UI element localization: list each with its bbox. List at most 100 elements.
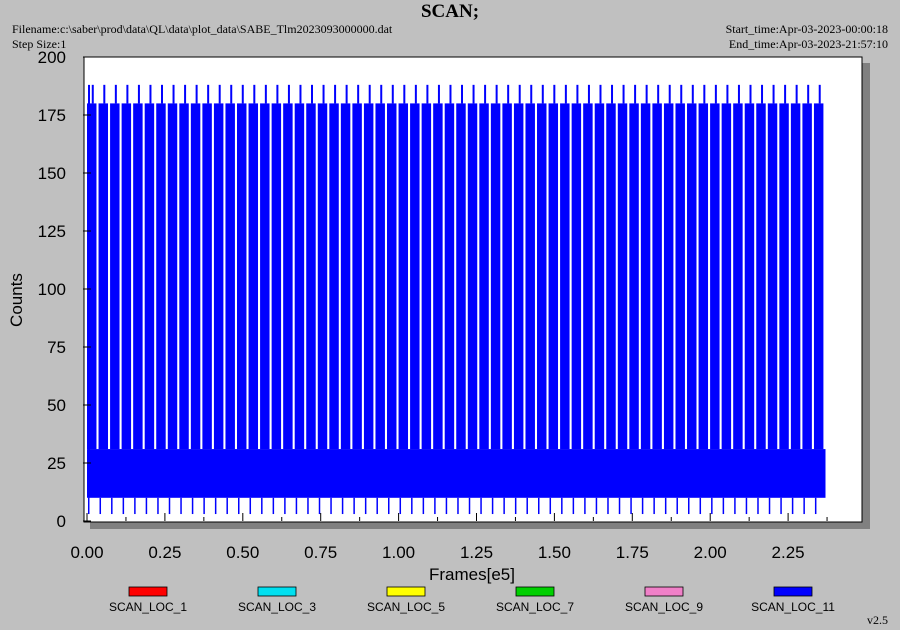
series-band [87,449,826,498]
series-cycle [248,103,259,450]
chart-title: SCAN; [420,1,480,22]
legend-label: SCAN_LOC_11 [751,600,835,614]
series-cycle [756,103,766,450]
legend-swatch [773,586,813,597]
series-cycle [133,103,143,450]
x-tick-label: 0.00 [70,543,103,562]
end-time-label: End_time:Apr-03-2023-21:57:10 [728,37,888,51]
series-cycle [698,103,709,450]
legend-label: SCAN_LOC_9 [625,600,703,614]
series-cycle [121,103,132,450]
series-cycle [179,103,189,450]
series-cycle [352,103,362,450]
series-cycle [306,103,316,450]
y-tick-label: 150 [38,164,66,183]
series-cycle [340,103,351,450]
version-label: v2.5 [867,613,888,627]
series-cycle [271,103,282,450]
series-cycle [479,103,489,450]
series-cycle [594,103,605,450]
series-cycle [421,103,432,450]
y-tick-label: 125 [38,222,66,241]
x-tick-label: 2.00 [694,543,727,562]
legend-swatch [644,586,684,597]
y-axis-label: Counts [7,273,26,327]
series-cycle [260,103,270,450]
series-cycle [456,103,466,450]
series-cycle [156,103,166,450]
time-info: Start_time:Apr-03-2023-00:00:18 End_time… [726,22,888,52]
series-cycle [467,103,478,450]
y-tick-label: 50 [47,396,66,415]
series-cycle [410,103,420,450]
legend-swatch [515,586,555,597]
series-cycle [652,103,662,450]
series-cycle [617,103,628,450]
start-time-label: Start_time:Apr-03-2023-00:00:18 [725,22,888,36]
axis-layer: 0 25 50 75 100 125 150 175 200 0.00 0.25 0.50 0.75 1.… [38,48,828,562]
series-cycle [629,103,639,450]
series-cycle [675,103,685,450]
series-cycle [537,103,547,450]
x-tick-label: 1.00 [382,543,415,562]
series-cycle [606,103,616,450]
series-cycle [202,103,212,450]
x-tick-label: 0.75 [304,543,337,562]
y-tick-label: 75 [47,338,66,357]
legend-swatch [257,586,297,597]
series-cycle [317,103,328,450]
series-cycle [767,103,778,450]
series-cycle [640,103,651,450]
series-cycle [513,103,524,450]
legend-label: SCAN_LOC_5 [367,600,445,614]
legend: SCAN_LOC_1 SCAN_LOC_3 SCAN_LOC_5 SCAN_LOC_7… [109,586,835,614]
series-cycle [387,103,397,450]
series-cycle [444,103,455,450]
series-cycle [790,103,801,450]
series-cycle [98,103,109,450]
series-cycle [687,103,697,450]
series-cycle [802,103,812,450]
y-tick-label: 25 [47,454,66,473]
series-cycle [167,103,178,450]
series-cycle [283,103,293,450]
series-cycle [583,103,593,450]
series-cycle [363,103,374,450]
series-cycle [329,103,339,450]
filename-label: Filename:c:\saber\prod\data\QL\data\plot… [12,22,393,36]
x-tick-label: 0.50 [226,543,259,562]
series-cycle [733,103,743,450]
series-cycle [502,103,512,450]
series-cycle [237,103,247,450]
series-cycle [548,103,559,450]
series-cycle [433,103,443,450]
series-cycle [225,103,235,450]
series-cycle [710,103,720,450]
x-tick-label: 1.25 [460,543,493,562]
x-tick-label: 1.50 [538,543,571,562]
series-cycle [398,103,409,450]
series-cycle [110,103,120,450]
x-axis-label: Frames[e5] [429,565,515,584]
series-cycle [490,103,501,450]
legend-swatch [386,586,426,597]
series-cycle [525,103,535,450]
series-cycle [144,103,155,450]
legend-label: SCAN_LOC_3 [238,600,316,614]
x-tick-label: 2.25 [772,543,805,562]
y-tick-label: 200 [38,48,66,67]
y-tick-label: 175 [38,106,66,125]
series-cycle [779,103,789,450]
series-cycle [571,103,582,450]
x-tick-label: 0.25 [148,543,181,562]
series-cycle [813,103,824,450]
series-cycle [213,103,224,450]
series-cycle [375,103,385,450]
x-tick-label: 1.75 [616,543,649,562]
series-cycle [294,103,305,450]
series-cycle [663,103,674,450]
y-tick-label: 0 [57,512,66,531]
legend-swatch [128,586,168,597]
series-cycle [560,103,570,450]
